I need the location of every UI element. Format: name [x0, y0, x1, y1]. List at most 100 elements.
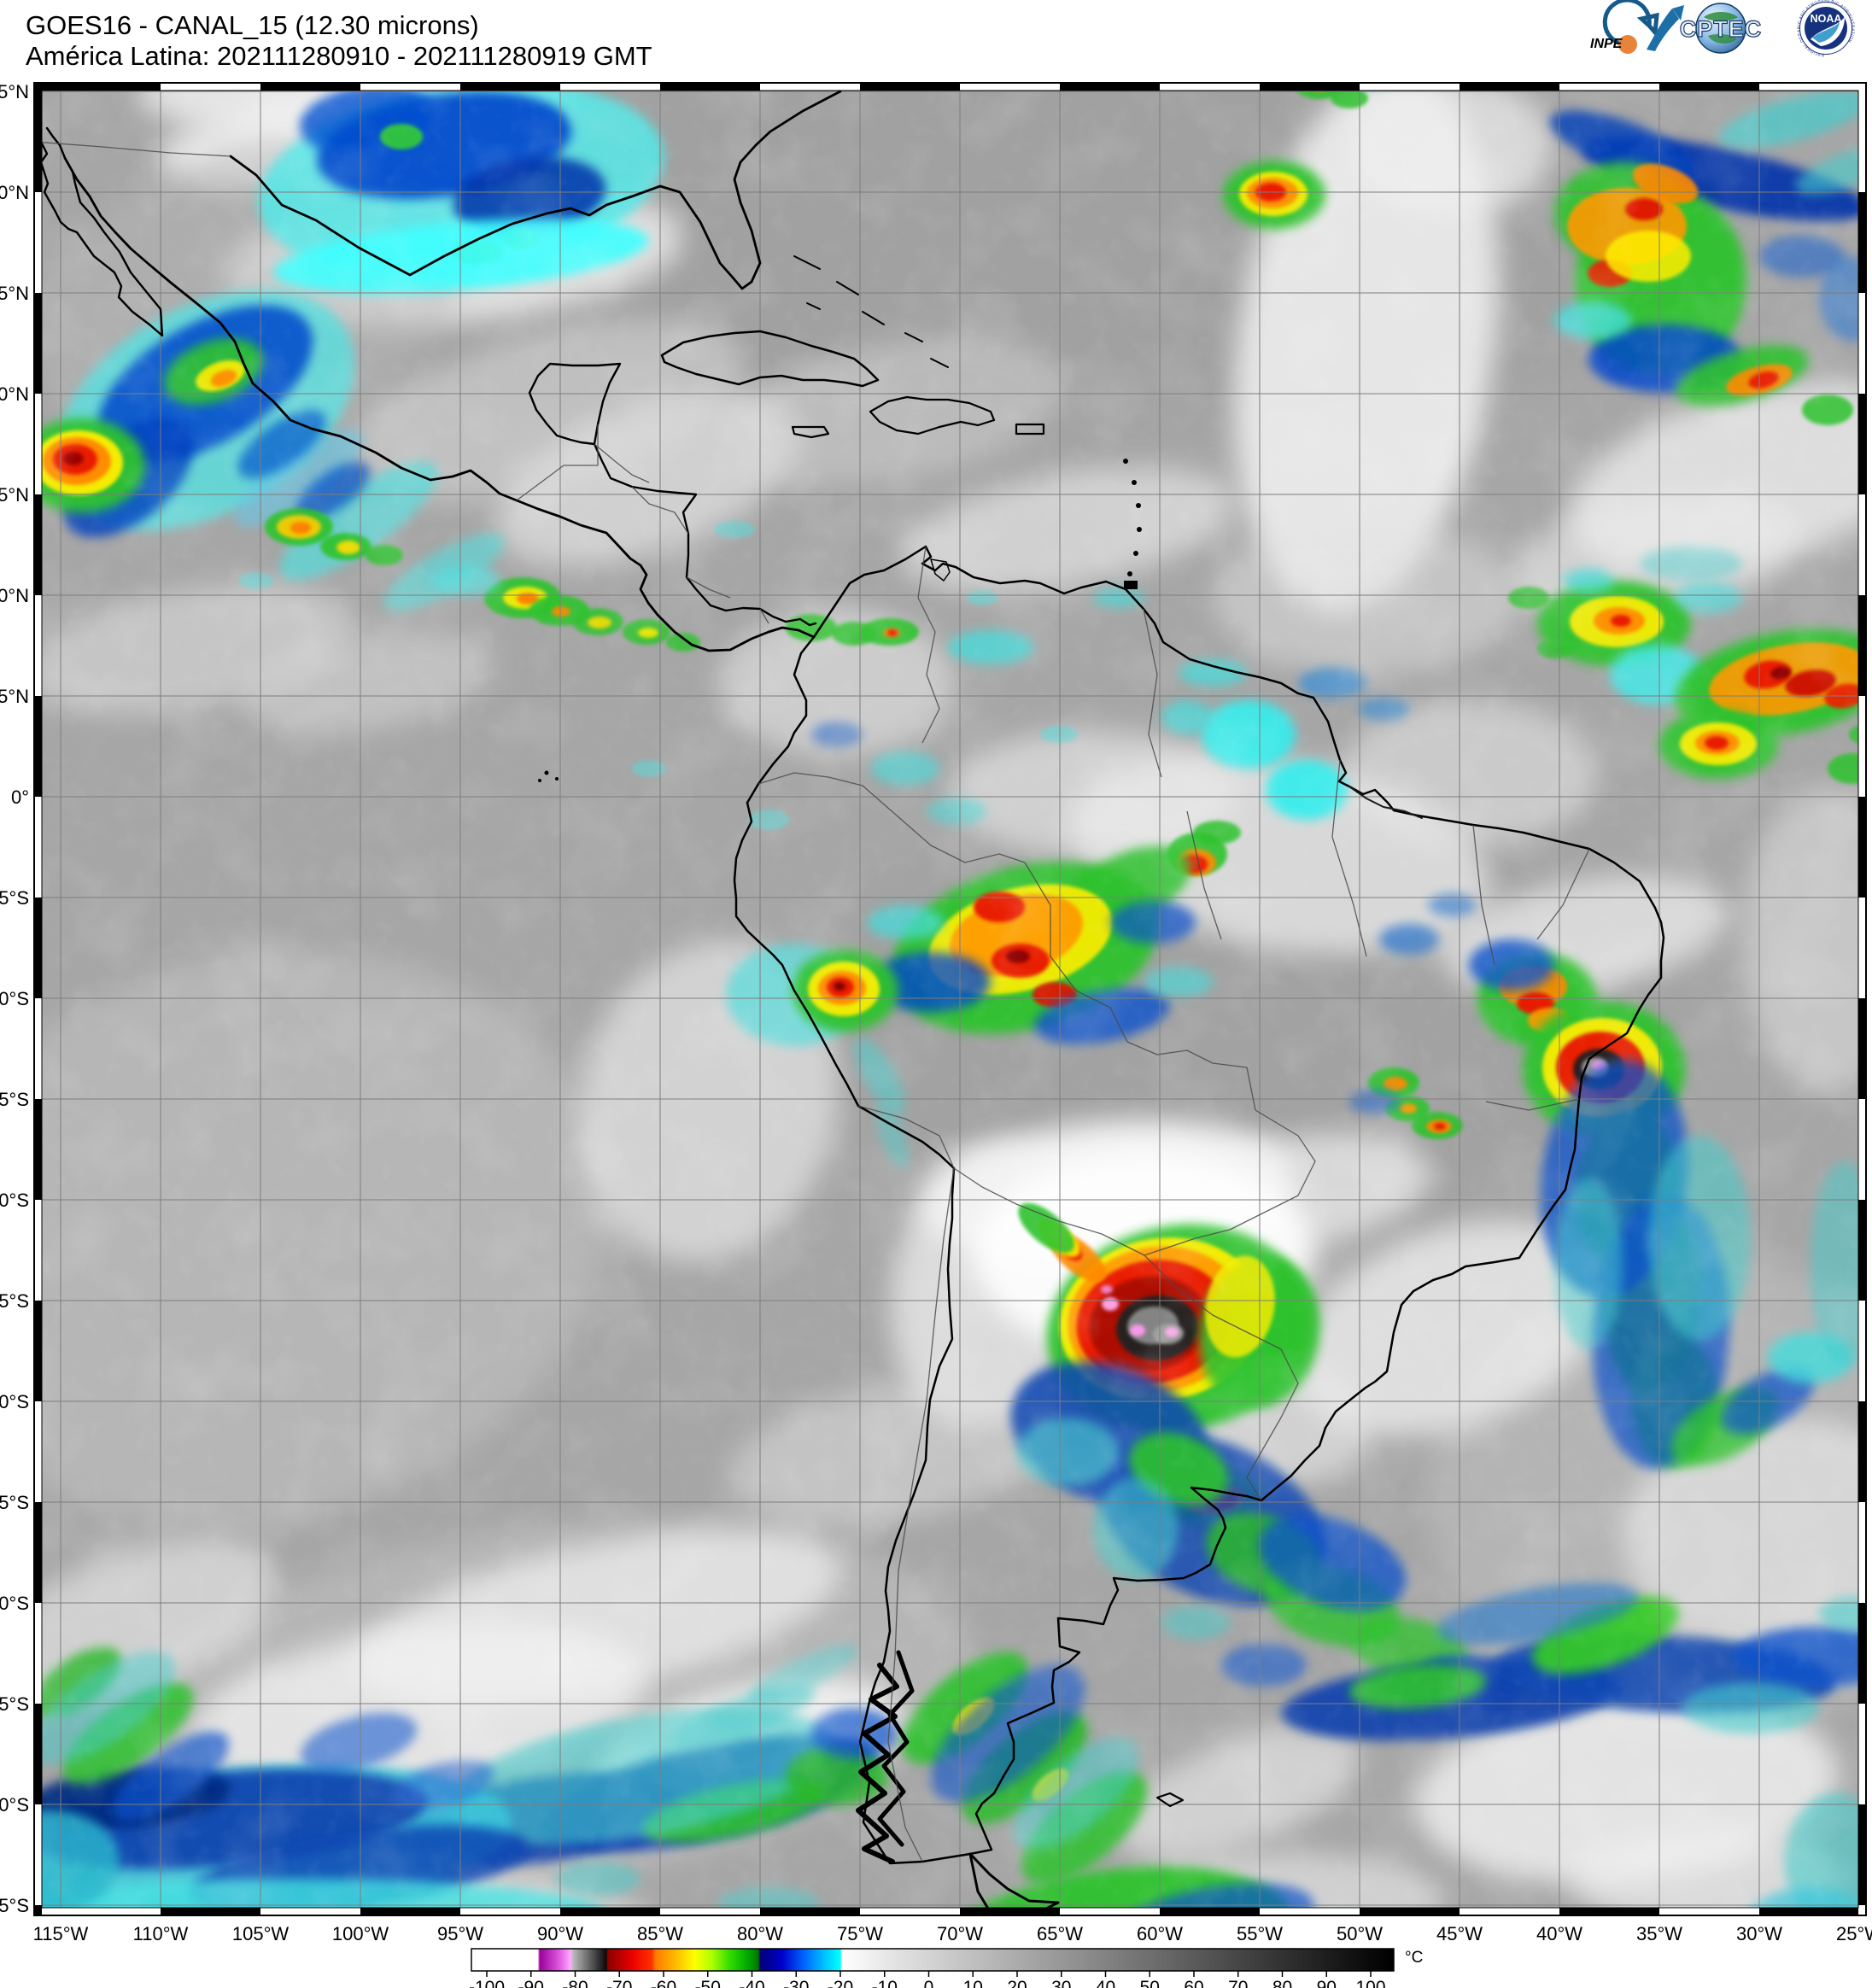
coastline-chile-archipelago	[856, 1663, 899, 1864]
coastline-tierra-del-fuego	[968, 1852, 1060, 1908]
lon-label: 35°W	[1636, 1923, 1682, 1944]
lat-label: 50°S	[0, 1794, 29, 1816]
frame-band	[1659, 1908, 1759, 1915]
lat-label: 35°N	[0, 81, 29, 102]
frame-band	[1759, 1908, 1859, 1915]
colorbar-gradient-bar	[471, 1948, 1395, 1972]
lake-maracaibo	[930, 558, 951, 582]
frame-band	[360, 1908, 460, 1915]
lon-label: 100°W	[332, 1923, 389, 1944]
map-frame	[33, 82, 1867, 1916]
frame-band	[1858, 83, 1866, 91]
frame-band	[1060, 1908, 1160, 1915]
inpe-logo-icon: INPE	[1590, 0, 1684, 54]
lat-label: 15°S	[0, 1089, 29, 1110]
colorbar-tick-label: 100	[1355, 1978, 1385, 1988]
colorbar: -100 -90 -80 -70 -60 -50 -40 -30 -20 -10 0 10 20 30 40…	[469, 1948, 1423, 1988]
colorbar-tick-label: 0	[924, 1978, 934, 1988]
frame-band	[34, 1905, 42, 1915]
frame-band	[760, 83, 860, 91]
frame-band	[1858, 91, 1866, 192]
frame-band	[1858, 192, 1866, 293]
lat-label: 40°S	[0, 1593, 29, 1614]
frame-band	[1858, 898, 1866, 998]
lon-label: 30°W	[1736, 1923, 1782, 1944]
galapagos-islands	[538, 770, 559, 782]
frame-band	[1858, 1804, 1866, 1905]
frame-band	[260, 83, 360, 91]
colorbar-tick-label: -50	[695, 1978, 721, 1988]
lon-label: 95°W	[437, 1923, 483, 1944]
lat-label: 5°N	[0, 686, 29, 707]
coastline-baja-california	[42, 126, 164, 337]
colorbar-tick-label: 20	[1007, 1978, 1027, 1988]
coastline-falklands	[1155, 1792, 1185, 1808]
coastline-puerto-rico	[1015, 423, 1045, 436]
colorbar-unit: °C	[1405, 1949, 1423, 1967]
cptec-globe-land-2	[1708, 33, 1737, 44]
inpe-label: INPE	[1590, 37, 1623, 51]
frame-band	[1559, 1908, 1659, 1915]
frame-outline	[33, 82, 1867, 1916]
frame-band	[1260, 1908, 1360, 1915]
lon-label: 65°W	[1037, 1923, 1083, 1944]
coastline-layer	[42, 91, 1665, 1908]
frame-band	[1858, 595, 1866, 696]
frame-band	[161, 83, 260, 91]
frame-band	[1759, 83, 1859, 91]
colorbar-tick-label: -60	[651, 1978, 676, 1988]
frame-band	[1858, 696, 1866, 797]
frame-band	[34, 494, 42, 595]
lat-label: 55°S	[0, 1895, 29, 1916]
frame-band	[1559, 83, 1659, 91]
frame-band	[34, 394, 42, 494]
frame-band	[260, 1908, 360, 1915]
frame-band	[960, 83, 1060, 91]
coastline-chile-archipelago-inner	[877, 1650, 915, 1847]
frame-band	[1659, 83, 1759, 91]
logo-bar: INPE CPTEC NOAA NATIONAL OCEANIC AND ATM…	[1590, 0, 1855, 57]
lat-label: 5°S	[0, 887, 29, 909]
colorbar-tick-label: -10	[872, 1978, 898, 1988]
coastline-south-america-atlantic	[812, 545, 1665, 1856]
frame-band	[460, 1908, 560, 1915]
amazon-river	[1348, 786, 1423, 819]
lon-label: 25°W	[1836, 1923, 1872, 1944]
frame-band	[860, 83, 960, 91]
lon-label: 50°W	[1337, 1923, 1383, 1944]
frame-band	[1260, 83, 1360, 91]
lat-label: 20°N	[0, 383, 29, 405]
lat-label: 15°N	[0, 484, 29, 506]
frame-band	[960, 1908, 1060, 1915]
colorbar-tick-label: -80	[562, 1978, 588, 1988]
lon-label: 110°W	[133, 1923, 189, 1944]
cptec-globe-land-1	[1704, 12, 1738, 21]
lon-label: 85°W	[637, 1923, 683, 1944]
colorbar-tick-label: -20	[828, 1978, 853, 1988]
frame-band	[1060, 83, 1160, 91]
lat-label: 25°S	[0, 1290, 29, 1312]
coastline-north-america	[229, 91, 842, 290]
frame-band	[1460, 1908, 1559, 1915]
frame-band	[1858, 394, 1866, 494]
frame-band	[61, 1908, 161, 1915]
frame-band	[1858, 998, 1866, 1099]
lat-label: 45°S	[0, 1693, 29, 1715]
lon-label: 90°W	[537, 1923, 583, 1944]
cptec-label: CPTEC	[1680, 16, 1763, 42]
inpe-arrow-head	[1672, 5, 1684, 20]
cptec-logo-icon: CPTEC	[1679, 3, 1763, 54]
colorbar-tick-label: -30	[783, 1978, 809, 1988]
lon-label: 70°W	[937, 1923, 983, 1944]
frame-band	[1858, 1905, 1866, 1915]
frame-band	[34, 998, 42, 1099]
frame-band	[1858, 1502, 1866, 1603]
product-title: GOES16 - CANAL_15 (12.30 microns)	[26, 10, 479, 40]
frame-band	[34, 696, 42, 797]
lat-label: 0°	[11, 786, 29, 808]
frame-band	[161, 1908, 260, 1915]
colorbar-tick-label: 70	[1228, 1978, 1248, 1988]
frame-band	[1858, 1099, 1866, 1200]
lon-label: 105°W	[232, 1923, 290, 1944]
frame-band	[34, 91, 42, 192]
